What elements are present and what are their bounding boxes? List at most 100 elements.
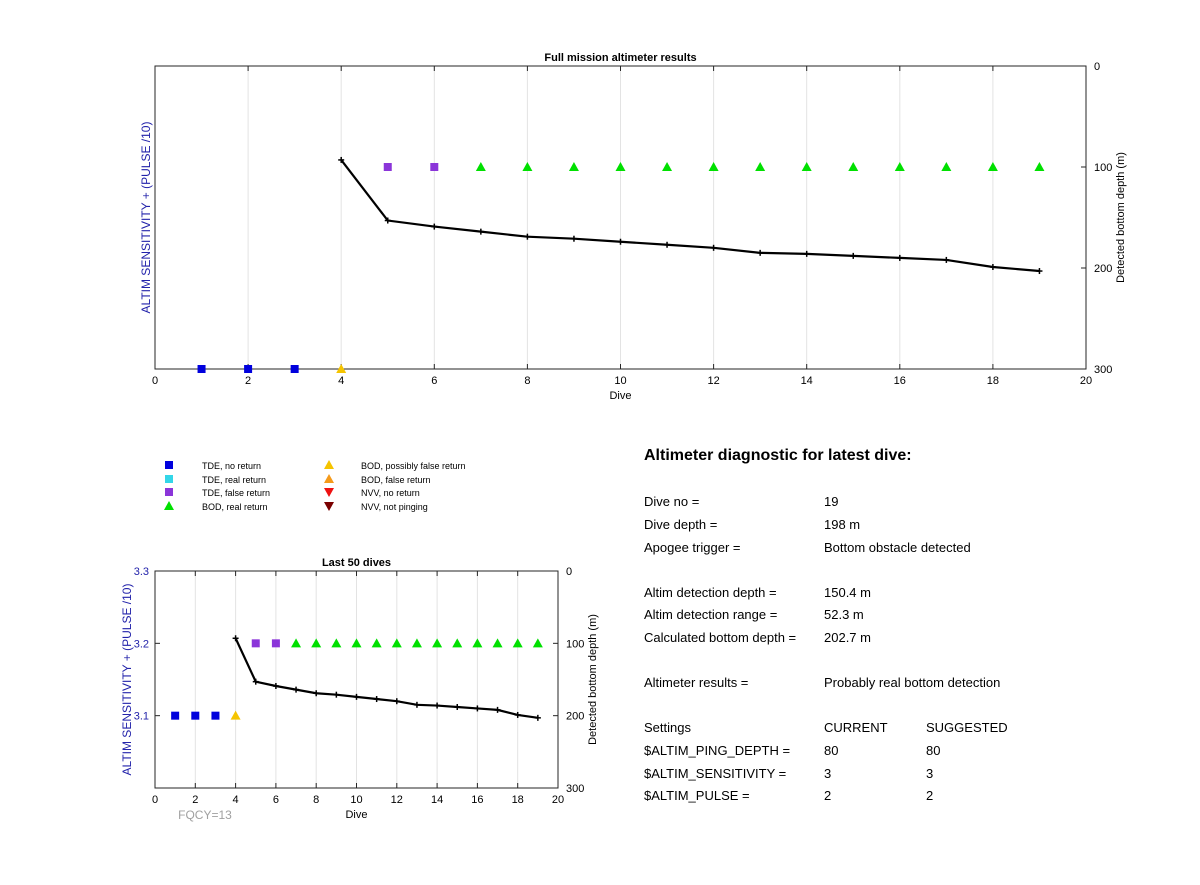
data-marker: [251, 639, 260, 648]
x-tick-label: 2: [245, 375, 251, 387]
y-right-tick-label: 0: [1094, 61, 1100, 73]
x-tick-label: 18: [987, 375, 999, 387]
data-marker: [532, 638, 543, 648]
x-tick-label: 12: [707, 375, 719, 387]
legend-marker: [324, 474, 334, 483]
legend-item: TDE, no return: [165, 461, 261, 471]
setting-suggested: 80: [926, 743, 941, 758]
legend: TDE, no return TDE, real return TDE, false…: [164, 460, 466, 512]
diag-label: Dive depth =: [644, 517, 718, 532]
data-marker: [351, 638, 362, 648]
data-marker: [383, 163, 392, 171]
y-left-tick-label: 3.2: [134, 638, 149, 650]
x-tick-label: 4: [233, 794, 239, 806]
data-marker: [492, 638, 503, 648]
diag-value: Bottom obstacle detected: [824, 540, 971, 555]
y-right-tick-label: 300: [566, 783, 584, 795]
y-left-axis-label: ALTIM SENSITIVITY + (PULSE /10): [120, 584, 134, 776]
x-tick-label: 14: [431, 794, 443, 806]
data-marker: [197, 365, 206, 373]
setting-label: $ALTIM_PING_DEPTH =: [644, 743, 791, 758]
y-right-axis-label: Detected bottom depth (m): [1115, 152, 1127, 283]
diag-label: Altimeter results =: [644, 675, 749, 690]
depth-line: [234, 637, 539, 719]
data-marker: [430, 163, 439, 171]
x-tick-label: 20: [1080, 375, 1092, 387]
x-tick-label: 10: [350, 794, 362, 806]
data-marker: [755, 162, 766, 171]
data-marker: [987, 162, 998, 171]
legend-marker: [324, 488, 334, 497]
x-tick-label: 14: [801, 375, 813, 387]
diag-label: Calculated bottom depth =: [644, 630, 797, 645]
y-left-axis-label: ALTIM SENSITIVITY + (PULSE /10): [139, 122, 153, 314]
y-right-tick-label: 100: [1094, 162, 1112, 174]
legend-label: NVV, not pinging: [361, 502, 428, 512]
data-marker: [662, 162, 673, 171]
legend-label: BOD, possibly false return: [361, 461, 466, 471]
legend-label: BOD, real return: [202, 502, 268, 512]
setting-label: $ALTIM_PULSE =: [644, 788, 750, 803]
diagnostic-title: Altimeter diagnostic for latest dive:: [644, 447, 912, 464]
data-marker: [336, 364, 347, 373]
x-tick-label: 6: [273, 794, 279, 806]
x-tick-label: 4: [338, 375, 344, 387]
chart-title: Last 50 dives: [322, 557, 391, 569]
data-marker: [615, 162, 626, 171]
data-marker: [290, 365, 299, 373]
legend-label: NVV, no return: [361, 488, 420, 498]
diag-value: 52.3 m: [824, 607, 864, 622]
diag-value: 202.7 m: [824, 630, 871, 645]
y-left-tick-label: 3.3: [134, 566, 149, 578]
diag-value: Probably real bottom detection: [824, 675, 1001, 690]
legend-marker: [165, 461, 173, 469]
x-tick-label: 0: [152, 794, 158, 806]
data-marker: [475, 162, 486, 171]
y-right-tick-label: 0: [566, 566, 572, 578]
y-left-tick-label: 3.1: [134, 711, 149, 723]
data-marker: [331, 638, 342, 648]
y-right-tick-label: 100: [566, 638, 584, 650]
diag-value: 19: [824, 494, 839, 509]
data-marker: [568, 162, 579, 171]
x-tick-label: 20: [552, 794, 564, 806]
data-marker: [801, 162, 812, 171]
last50-chart: 0 2 4 6 8 10 12 14 16 18 2001002003003.13.23.3Last…: [120, 557, 599, 822]
settings-header-current: CURRENT: [824, 720, 888, 735]
data-marker: [230, 710, 241, 720]
data-marker: [472, 638, 483, 648]
y-right-axis-label: Detected bottom depth (m): [587, 614, 599, 745]
setting-current: 3: [824, 766, 832, 781]
legend-label: TDE, false return: [202, 488, 270, 498]
diag-label: Apogee trigger =: [644, 540, 741, 555]
data-marker: [411, 638, 422, 648]
data-marker: [432, 638, 443, 648]
data-marker: [291, 638, 302, 648]
y-right-tick-label: 300: [1094, 364, 1112, 376]
diag-value: 198 m: [824, 517, 861, 532]
data-marker: [271, 639, 280, 648]
legend-label: TDE, no return: [202, 461, 261, 471]
y-right-tick-label: 200: [566, 711, 584, 723]
x-tick-label: 18: [512, 794, 524, 806]
legend-item: TDE, false return: [165, 488, 270, 498]
setting-suggested: 3: [926, 766, 934, 781]
x-tick-label: 0: [152, 375, 158, 387]
data-marker: [708, 162, 719, 171]
data-marker: [894, 162, 905, 171]
diag-label: Dive no =: [644, 494, 700, 509]
depth-line: [340, 159, 1040, 273]
data-marker: [941, 162, 952, 171]
settings-header-suggested: SUGGESTED: [926, 720, 1008, 735]
legend-item: BOD, possibly false return: [324, 460, 466, 471]
data-marker: [244, 365, 253, 373]
x-tick-label: 2: [192, 794, 198, 806]
diag-label: Altim detection depth =: [644, 585, 777, 600]
legend-label: TDE, real return: [202, 475, 266, 485]
setting-suggested: 2: [926, 788, 934, 803]
legend-item: NVV, no return: [324, 488, 420, 498]
legend-marker: [165, 475, 173, 483]
data-marker: [848, 162, 859, 171]
data-marker: [191, 711, 200, 720]
